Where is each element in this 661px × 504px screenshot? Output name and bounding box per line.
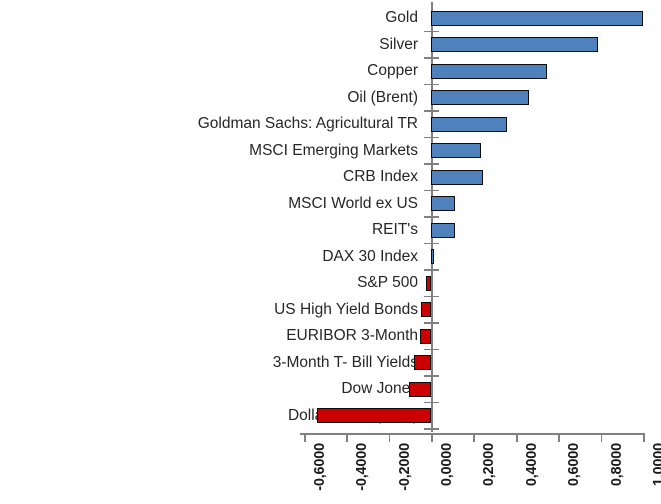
category-tick (424, 216, 439, 218)
category-tick (424, 30, 439, 33)
x-axis-tick-labels: -0,6000 -0,4000 -0,2000 0,0000 0,2000 0,4000 0… (300, 443, 661, 504)
category-label: Oil (Brent) (347, 88, 418, 106)
category-tick (424, 375, 439, 377)
x-axis-tick (473, 433, 476, 442)
category-label: EURIBOR 3-Month (286, 327, 418, 344)
category-tick (424, 295, 439, 298)
x-axis-tick-label: -0,4000 (354, 443, 371, 491)
x-axis-tick-label: -0,2000 (396, 443, 413, 491)
x-axis-tick-label: 0,6000 (566, 443, 583, 487)
bar-msci-emerging-markets (431, 143, 482, 159)
category-tick (424, 110, 439, 112)
bar-s-p-500 (426, 275, 431, 291)
x-axis-tick (600, 433, 603, 442)
bar-gold (431, 10, 643, 26)
bar-dollar-index-dxy (316, 408, 431, 424)
bar-3-month-t-bill-yields (413, 355, 431, 371)
bar-reit-s (431, 222, 456, 238)
x-axis-tick (515, 433, 518, 442)
category-label: Goldman Sachs: Agricultural TR (197, 115, 418, 132)
x-axis-tick (643, 433, 645, 442)
x-axis-tick (303, 433, 306, 442)
category-label: Gold (385, 9, 418, 26)
bar-msci-world-ex-us (431, 196, 455, 212)
bar-oil-brent (431, 90, 529, 106)
category-label: Silver (379, 35, 418, 53)
bar-copper (431, 63, 547, 79)
x-axis-tick (558, 433, 560, 442)
category-tick (424, 136, 439, 139)
category-label: DAX 30 Index (322, 247, 418, 265)
category-label: US High Yield Bonds (274, 300, 418, 318)
category-label: REIT's (371, 221, 418, 238)
bar-dow-jones (409, 381, 431, 397)
plot-area (300, 2, 643, 432)
bar-crb-index (431, 169, 483, 185)
category-label: Copper (367, 62, 418, 79)
bar-us-high-yield-bonds (421, 302, 431, 318)
category-tick (424, 428, 439, 430)
category-label: S&P 500 (357, 274, 418, 291)
x-axis-tick-label: 0,4000 (523, 443, 540, 487)
category-tick (424, 242, 439, 245)
category-label: Dow Jones (341, 380, 418, 397)
category-tick (424, 83, 439, 86)
x-axis-tick-label: 0,2000 (481, 443, 498, 487)
category-tick (424, 269, 439, 271)
x-axis-tick-label: 0,0000 (439, 443, 455, 487)
category-tick (424, 322, 439, 324)
x-axis-tick-label: 0,8000 (608, 443, 625, 487)
bar-dax-30-index (431, 249, 434, 265)
category-tick (424, 348, 439, 351)
bar-goldman-sachs-agricultural-tr (431, 116, 508, 132)
bar-silver (431, 37, 599, 53)
x-axis-tick (346, 433, 348, 442)
category-tick (424, 163, 439, 165)
category-label: CRB Index (343, 168, 418, 185)
category-label: MSCI Emerging Markets (249, 141, 418, 159)
x-axis-tick-label: -0,6000 (311, 443, 328, 491)
category-tick (424, 57, 439, 59)
x-axis-tick (388, 433, 391, 442)
x-axis-line (300, 433, 644, 435)
category-tick (424, 401, 439, 404)
x-axis (300, 433, 645, 443)
x-axis-tick-label: 1,0000 (651, 443, 661, 487)
category-label: MSCI World ex US (288, 194, 418, 212)
bar-euribor-3-month (420, 328, 431, 344)
x-axis-tick (431, 433, 433, 442)
category-tick (424, 189, 439, 192)
category-label: 3-Month T- Bill Yields (272, 353, 418, 371)
